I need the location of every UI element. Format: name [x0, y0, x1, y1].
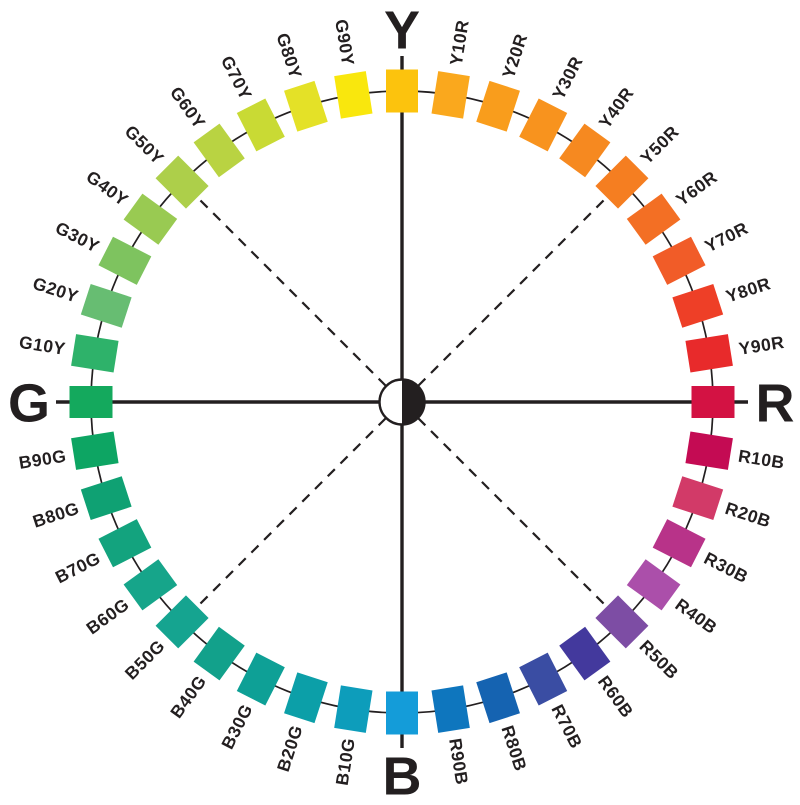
swatch-B40G — [193, 626, 245, 681]
diagonal-dashed-line-225 — [196, 417, 387, 608]
diagonal-dashed-line-315 — [196, 196, 387, 387]
swatch-G50Y — [155, 155, 209, 209]
swatch-Y30R — [519, 98, 568, 152]
swatch-B80G — [80, 476, 132, 520]
swatch-R30B — [652, 519, 706, 568]
swatch-G70Y — [236, 98, 285, 152]
swatch-B50G — [155, 595, 209, 649]
swatch-B30G — [236, 652, 285, 706]
swatch-Y — [386, 69, 418, 113]
swatch-G90Y — [334, 71, 373, 119]
swatch-Y70R — [652, 236, 706, 285]
diagonal-dashed-line-135 — [417, 417, 608, 608]
swatch-Y10R — [431, 71, 470, 119]
swatch-B90G — [71, 431, 119, 470]
center-symbol-black-half — [402, 379, 425, 425]
swatch-B20G — [284, 672, 328, 724]
swatch-R20B — [672, 476, 724, 520]
swatch-R60B — [559, 626, 611, 681]
swatch-R80B — [476, 672, 520, 724]
axis-letter-Y: Y — [384, 0, 420, 60]
swatch-B10G — [334, 685, 373, 733]
axis-letter-R: R — [756, 373, 795, 433]
swatch-Y60R — [626, 193, 681, 245]
axis-letter-B: B — [383, 746, 422, 800]
swatch-B — [386, 691, 418, 735]
swatch-G10Y — [71, 334, 119, 373]
swatch-R40B — [626, 559, 681, 611]
swatch-R — [691, 386, 735, 418]
swatch-R70B — [519, 652, 568, 706]
swatch-B70G — [98, 519, 152, 568]
swatch-G30Y — [98, 236, 152, 285]
swatch-Y20R — [476, 80, 520, 132]
swatch-G60Y — [193, 123, 245, 178]
swatch-Y40R — [559, 123, 611, 178]
swatch-R10B — [685, 431, 733, 470]
swatch-G — [69, 386, 113, 418]
swatch-Y80R — [672, 284, 724, 328]
axis-letter-G: G — [8, 373, 50, 433]
center-symbol-outline — [378, 378, 426, 426]
swatch-G40Y — [123, 193, 178, 245]
swatch-Y50R — [595, 155, 649, 209]
swatch-B60G — [123, 559, 178, 611]
swatch-R90B — [431, 685, 470, 733]
diagonal-dashed-line-45 — [417, 196, 608, 387]
swatch-G20Y — [80, 284, 132, 328]
swatch-G80Y — [284, 80, 328, 132]
swatch-R50B — [595, 595, 649, 649]
swatch-Y90R — [685, 334, 733, 373]
